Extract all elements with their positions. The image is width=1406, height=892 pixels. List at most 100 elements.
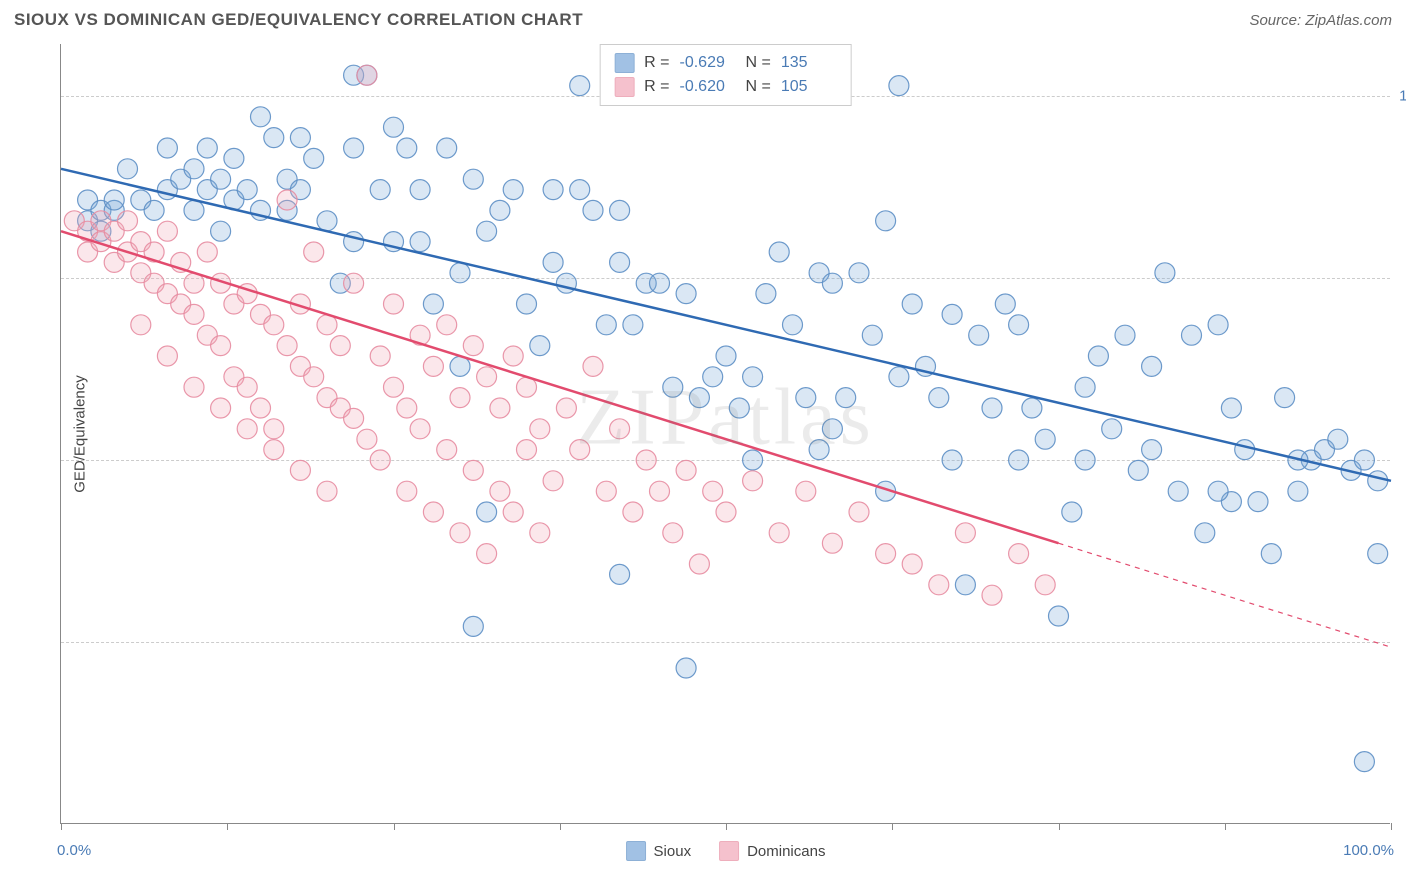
y-tick-label: 100.0%	[1395, 88, 1406, 105]
scatter-point	[251, 398, 271, 418]
scatter-point	[450, 263, 470, 283]
scatter-point	[676, 284, 696, 304]
scatter-point	[490, 481, 510, 501]
scatter-point	[822, 273, 842, 293]
scatter-point	[822, 419, 842, 439]
scatter-point	[357, 65, 377, 85]
scatter-point	[650, 273, 670, 293]
scatter-point	[184, 159, 204, 179]
scatter-point	[330, 336, 350, 356]
scatter-point	[1288, 481, 1308, 501]
scatter-point	[1354, 450, 1374, 470]
scatter-point	[237, 180, 257, 200]
scatter-plot-svg	[61, 44, 1390, 823]
scatter-point	[729, 398, 749, 418]
scatter-point	[1075, 377, 1095, 397]
scatter-point	[277, 336, 297, 356]
scatter-point	[410, 232, 430, 252]
y-tick-label: 82.5%	[1395, 270, 1406, 287]
scatter-point	[304, 242, 324, 262]
stats-row-dominicans: R = -0.620 N = 105	[614, 75, 837, 99]
scatter-point	[437, 440, 457, 460]
chart-container: SIOUX VS DOMINICAN GED/EQUIVALENCY CORRE…	[0, 0, 1406, 892]
scatter-point	[982, 585, 1002, 605]
scatter-point	[1035, 575, 1055, 595]
scatter-point	[463, 336, 483, 356]
scatter-point	[251, 107, 271, 127]
scatter-point	[463, 616, 483, 636]
scatter-point	[955, 523, 975, 543]
n-value-sioux: 135	[781, 54, 837, 72]
scatter-point	[450, 388, 470, 408]
scatter-point	[211, 336, 231, 356]
scatter-point	[344, 273, 364, 293]
scatter-point	[783, 315, 803, 335]
scatter-point	[689, 388, 709, 408]
scatter-point	[1261, 544, 1281, 564]
scatter-point	[290, 460, 310, 480]
x-tick	[1225, 823, 1226, 830]
scatter-point	[264, 315, 284, 335]
scatter-point	[463, 460, 483, 480]
scatter-point	[743, 450, 763, 470]
scatter-point	[384, 294, 404, 314]
scatter-point	[1088, 346, 1108, 366]
source-attribution: Source: ZipAtlas.com	[1249, 12, 1392, 29]
scatter-point	[184, 377, 204, 397]
scatter-point	[836, 388, 856, 408]
regression-line-extrapolated	[1059, 543, 1392, 647]
scatter-point	[1115, 325, 1135, 345]
scatter-point	[1049, 606, 1069, 626]
scatter-point	[982, 398, 1002, 418]
scatter-point	[955, 575, 975, 595]
scatter-point	[969, 325, 989, 345]
scatter-point	[490, 398, 510, 418]
scatter-point	[583, 200, 603, 220]
x-tick	[726, 823, 727, 830]
scatter-point	[769, 242, 789, 262]
scatter-point	[144, 200, 164, 220]
scatter-point	[344, 408, 364, 428]
scatter-point	[663, 523, 683, 543]
scatter-point	[384, 377, 404, 397]
scatter-point	[596, 481, 616, 501]
scatter-point	[237, 377, 257, 397]
scatter-point	[1208, 481, 1228, 501]
scatter-point	[197, 138, 217, 158]
scatter-point	[317, 211, 337, 231]
scatter-point	[503, 180, 523, 200]
scatter-point	[397, 398, 417, 418]
x-axis-max-label: 100.0%	[1343, 842, 1394, 859]
scatter-point	[1368, 544, 1388, 564]
scatter-point	[344, 138, 364, 158]
scatter-point	[610, 564, 630, 584]
swatch-sioux	[626, 841, 646, 861]
scatter-point	[610, 200, 630, 220]
swatch-dominicans	[614, 77, 634, 97]
n-label: N =	[746, 54, 771, 72]
scatter-point	[769, 523, 789, 543]
scatter-point	[650, 481, 670, 501]
scatter-point	[929, 575, 949, 595]
scatter-point	[556, 398, 576, 418]
scatter-point	[397, 481, 417, 501]
scatter-point	[118, 159, 138, 179]
x-tick	[1391, 823, 1392, 830]
scatter-point	[1009, 315, 1029, 335]
scatter-point	[703, 367, 723, 387]
x-tick	[227, 823, 228, 830]
legend: Sioux Dominicans	[626, 841, 826, 861]
scatter-point	[902, 554, 922, 574]
scatter-point	[876, 544, 896, 564]
scatter-point	[1128, 460, 1148, 480]
scatter-point	[157, 138, 177, 158]
swatch-sioux	[614, 53, 634, 73]
scatter-point	[1235, 440, 1255, 460]
scatter-point	[264, 419, 284, 439]
scatter-point	[397, 138, 417, 158]
scatter-point	[1155, 263, 1175, 283]
scatter-point	[876, 211, 896, 231]
scatter-point	[849, 263, 869, 283]
scatter-point	[583, 356, 603, 376]
legend-label-dominicans: Dominicans	[747, 843, 825, 860]
